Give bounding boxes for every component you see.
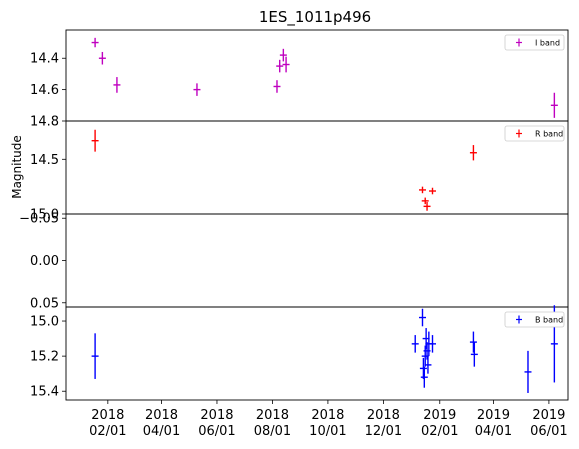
x-tick-label-year: 2018 (145, 408, 178, 423)
x-tick-label-date: 02/01 (421, 424, 458, 439)
y-tick-label: 15.0 (30, 208, 59, 223)
legend-box (504, 311, 565, 328)
panel-frame (65, 213, 569, 308)
data-point (469, 145, 477, 161)
data-point (470, 342, 478, 367)
x-tick-label-year: 2019 (477, 408, 510, 423)
panel-frame (65, 29, 569, 122)
data-point (276, 59, 284, 73)
legend: R band (504, 125, 565, 142)
data-point (279, 48, 287, 62)
data-point (98, 51, 106, 65)
data-point (418, 186, 426, 194)
x-tick-label-date: 12/01 (365, 424, 402, 439)
x-tick-label-year: 2019 (423, 408, 456, 423)
data-point (193, 83, 201, 96)
data-point (550, 92, 558, 118)
x-tick-label-date: 02/01 (89, 424, 126, 439)
legend: B band (504, 311, 565, 328)
legend-box (504, 34, 565, 51)
data-point (91, 333, 99, 379)
data-point (411, 335, 419, 353)
y-tick-label: 15.2 (30, 350, 59, 365)
x-tick-label-year: 2019 (532, 408, 565, 423)
data-point (91, 129, 99, 152)
x-tick-label-year: 2018 (91, 408, 124, 423)
x-tick-label-year: 2018 (367, 408, 400, 423)
y-tick-label: 0.05 (30, 296, 59, 311)
y-tick-label: 0.00 (30, 254, 59, 269)
x-tick-label-year: 2018 (256, 408, 289, 423)
x-tick-label-date: 06/01 (530, 424, 567, 439)
data-point (424, 356, 432, 374)
panel-frame (65, 306, 569, 401)
chart-title: 1ES_1011p496 (259, 8, 371, 27)
legend-label: R band (535, 130, 563, 139)
x-tick-label-date: 04/01 (475, 424, 512, 439)
panel-1: 14.5 15.0 R band (30, 120, 569, 223)
panel-3: 15.0 15.2 15.4 B band (30, 305, 569, 401)
data-point (273, 80, 281, 93)
x-tick-label-date: 08/01 (254, 424, 291, 439)
data-point (421, 197, 429, 205)
x-tick-label-date: 04/01 (143, 424, 180, 439)
y-tick-label: 15.0 (30, 315, 59, 330)
y-tick-label: 14.8 (30, 115, 59, 130)
y-tick-label: 14.5 (30, 153, 59, 168)
y-tick-label: 14.6 (30, 83, 59, 98)
data-point (282, 56, 290, 73)
legend-box (504, 125, 565, 142)
x-tick-label-date: 10/01 (309, 424, 346, 439)
panel-0: 14.4 14.6 14.8 I band (30, 29, 569, 130)
legend-label: B band (535, 316, 563, 325)
data-point (418, 308, 426, 327)
legend: I band (504, 34, 565, 51)
panels-group: 14.4 14.6 14.8 I band 14.5 15.0 R band 0.05 0.00… (19, 29, 569, 401)
y-axis-label: Magnitude (10, 135, 24, 199)
data-point (420, 366, 428, 388)
y-tick-label: −0.05 (19, 212, 59, 227)
x-tick-label-year: 2018 (200, 408, 233, 423)
y-tick-label: 14.4 (30, 52, 59, 67)
data-point (91, 37, 99, 48)
legend-label: I band (535, 39, 560, 48)
data-point (113, 77, 121, 93)
y-tick-label: 15.4 (30, 385, 59, 400)
data-point (428, 335, 436, 353)
data-point (469, 331, 477, 353)
data-point (423, 201, 431, 211)
panel-2: 0.05 0.00 −0.05 (19, 212, 569, 311)
data-point (428, 187, 436, 195)
x-tick-label-date: 06/01 (198, 424, 235, 439)
data-point (524, 350, 532, 393)
panel-frame (65, 120, 569, 215)
x-tick-label-year: 2018 (311, 408, 344, 423)
x-axis: 201802/01201804/01201806/01201808/012018… (89, 400, 568, 439)
data-point (419, 357, 427, 379)
